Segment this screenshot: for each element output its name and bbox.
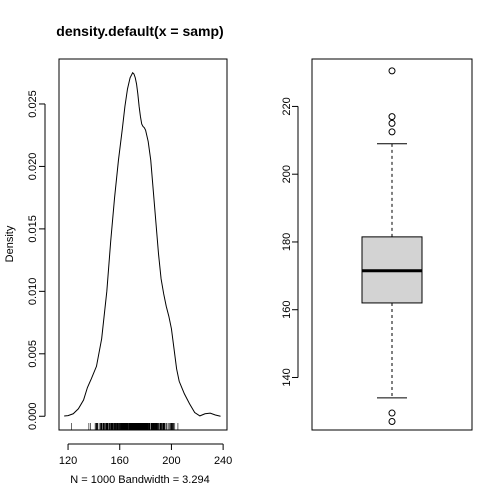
density-y-label: Density xyxy=(4,225,16,262)
boxplot-y-tick-label: 220 xyxy=(281,97,293,115)
density-x-axis: 120 160 200 240 xyxy=(59,443,232,467)
density-rug xyxy=(70,423,179,430)
outlier-point xyxy=(388,409,396,417)
density-title: density.default(x = samp) xyxy=(56,23,223,39)
boxplot-frame xyxy=(311,58,473,431)
density-y-tick-label: 0.005 xyxy=(27,340,39,368)
density-y-tick-label: 0.010 xyxy=(27,278,39,306)
boxplot-box-group xyxy=(361,143,423,399)
outlier-point xyxy=(388,67,396,75)
boxplot-panel: 140 160 180 200 220 xyxy=(281,58,473,431)
density-y-tick-label: 0.015 xyxy=(27,215,39,243)
density-y-tick-label: 0.000 xyxy=(27,402,39,430)
boxplot-y-tick-label: 140 xyxy=(281,368,293,386)
density-y-tick-label: 0.020 xyxy=(27,153,39,181)
outlier-point xyxy=(388,418,396,426)
outlier-point xyxy=(388,113,396,121)
density-x-label: N = 1000 Bandwidth = 3.294 xyxy=(70,474,209,486)
density-x-tick-label: 160 xyxy=(111,455,129,467)
boxplot-y-tick-label: 160 xyxy=(281,301,293,319)
boxplot-y-tick-label: 200 xyxy=(281,165,293,183)
density-x-tick-label: 120 xyxy=(59,455,77,467)
density-panel: density.default(x = samp) 0.000 0.005 0.01… xyxy=(4,23,232,486)
density-plot-frame xyxy=(58,58,228,431)
boxplot-y-tick-label: 180 xyxy=(281,233,293,251)
density-y-axis: 0.000 0.005 0.010 0.015 0.020 0.025 xyxy=(27,90,46,430)
boxplot-outliers xyxy=(388,67,396,426)
outlier-point xyxy=(388,128,396,136)
density-x-tick-label: 200 xyxy=(162,455,180,467)
density-curve xyxy=(64,71,221,417)
density-y-tick-label: 0.025 xyxy=(27,90,39,118)
density-x-tick-label: 240 xyxy=(214,455,232,467)
outlier-point xyxy=(388,119,396,127)
boxplot-y-axis: 140 160 180 200 220 xyxy=(281,97,299,387)
